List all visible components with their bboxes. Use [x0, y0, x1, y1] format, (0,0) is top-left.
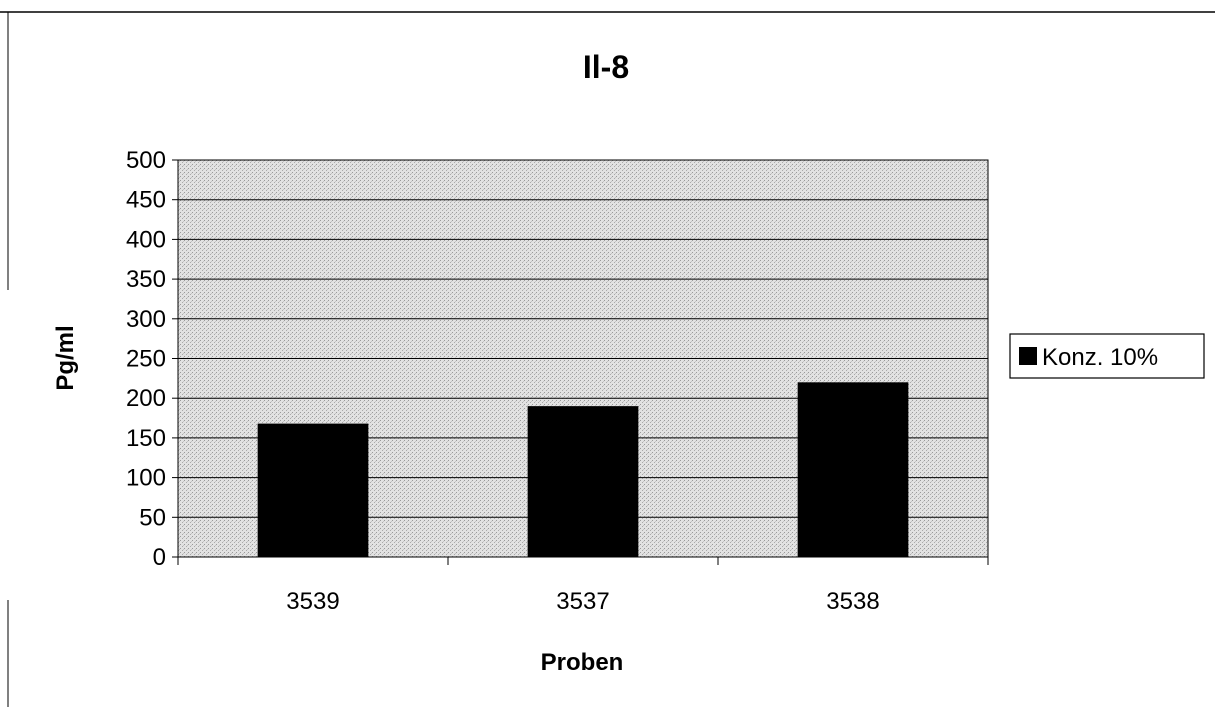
- y-tick-label: 400: [126, 226, 166, 253]
- bar: [527, 406, 639, 557]
- y-tick-label: 200: [126, 385, 166, 412]
- x-tick-label: 3539: [286, 588, 339, 615]
- bar: [257, 423, 369, 557]
- x-tick-label: 3537: [556, 588, 609, 615]
- bar-series: [257, 382, 909, 557]
- page-frame: [0, 11, 1215, 707]
- y-tick-label: 100: [126, 465, 166, 492]
- legend-label: Konz. 10%: [1042, 344, 1158, 371]
- bar: [797, 382, 909, 557]
- legend-swatch: [1019, 347, 1037, 365]
- y-tick-label: 450: [126, 187, 166, 214]
- chart-title: Il-8: [583, 49, 629, 85]
- y-tick-label: 150: [126, 425, 166, 452]
- x-axis-label: Proben: [541, 649, 624, 676]
- y-tick-label: 500: [126, 147, 166, 174]
- y-axis-ticks: 0 50 100 150 200 250 300 350 400 450 500: [126, 147, 178, 571]
- y-axis-label: Pg/ml: [52, 325, 79, 390]
- legend-box: [1009, 333, 1205, 379]
- y-tick-label: 0: [153, 544, 166, 571]
- y-tick-label: 250: [126, 346, 166, 373]
- y-tick-label: 350: [126, 266, 166, 293]
- x-axis-ticks: 3539 3537 3538: [177, 557, 989, 615]
- y-tick-label: 50: [139, 504, 166, 531]
- y-tick-label: 300: [126, 306, 166, 333]
- x-tick-label: 3538: [826, 588, 879, 615]
- legend: Konz. 10%: [1009, 333, 1205, 379]
